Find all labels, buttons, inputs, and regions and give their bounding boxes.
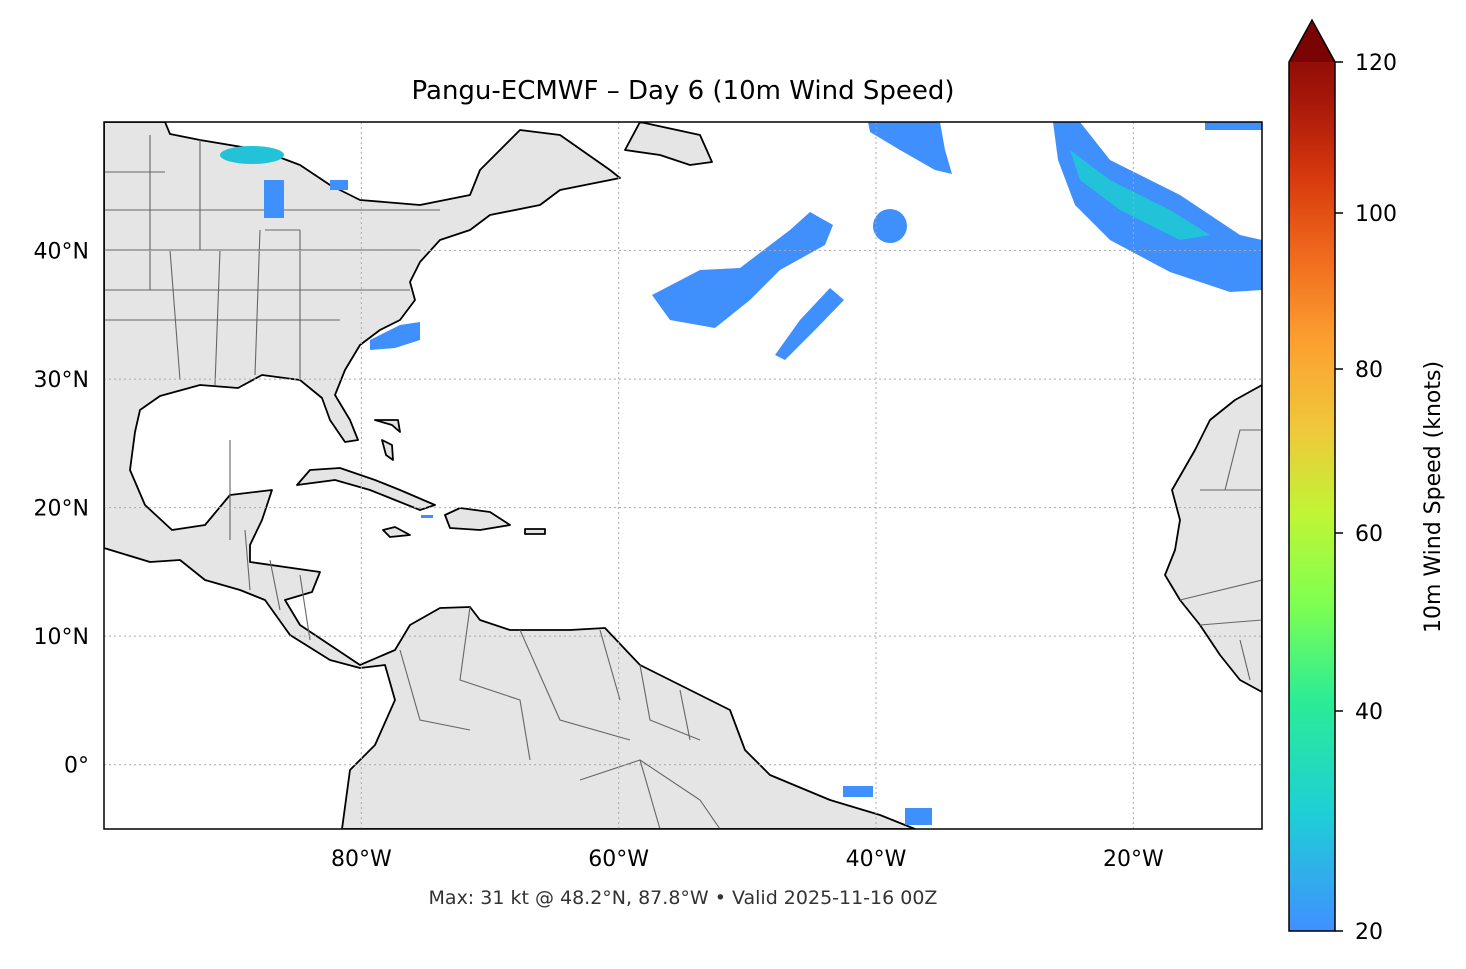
colorbar-ticks: 120 100 80 60 40 20 [1335, 51, 1397, 945]
wind-region-northeast-atlantic-core [1070, 150, 1210, 240]
colorbar-tick-label: 100 [1355, 202, 1397, 227]
colorbar-outline [1288, 18, 1336, 932]
wind-speed-field [220, 122, 1262, 825]
wind-region-brazil-coast-2 [905, 808, 932, 825]
lat-tick-label: 20°N [34, 497, 89, 522]
colorbar-label: 10m Wind Speed (knots) [1421, 361, 1446, 633]
newfoundland [624, 122, 713, 166]
wind-region-central-atlantic [652, 212, 833, 328]
wind-region-brazil-coast [843, 786, 873, 797]
lat-tick-label: 0° [64, 754, 89, 779]
wind-region-jamaica-passage [421, 515, 433, 518]
colorbar-gradient [1289, 20, 1335, 931]
wind-region-lake-michigan [264, 180, 284, 218]
longitude-labels: 80°W 60°W 40°W 20°W [331, 847, 1164, 872]
wind-region-lake-superior [220, 146, 284, 164]
wind-region-central-atlantic-2 [775, 288, 844, 360]
lon-tick-label: 20°W [1103, 847, 1164, 872]
lon-tick-label: 80°W [331, 847, 392, 872]
lon-tick-label: 60°W [588, 847, 649, 872]
latitude-labels: 40°N 30°N 20°N 10°N 0° [34, 240, 89, 779]
wind-region-mid-atlantic [873, 209, 907, 243]
gridlines [104, 122, 1262, 829]
wind-region-far-northeast [1205, 122, 1262, 130]
lat-tick-label: 10°N [34, 625, 89, 650]
jamaica [382, 526, 411, 538]
map-area [104, 122, 1262, 829]
americas-landmass [104, 122, 916, 829]
colorbar-tick-label: 60 [1355, 522, 1383, 547]
colorbar-tick-label: 120 [1355, 51, 1397, 76]
colorbar-tick-label: 80 [1355, 358, 1383, 383]
colorbar: 120 100 80 60 40 20 10m Wind Speed (knots) [1288, 18, 1446, 945]
wind-region-off-carolinas [370, 322, 420, 350]
lat-tick-label: 40°N [34, 240, 89, 265]
colorbar-tick-label: 40 [1355, 700, 1383, 725]
bahamas [374, 419, 401, 461]
lon-tick-label: 40°W [846, 847, 907, 872]
wind-region-north-atlantic [868, 122, 952, 174]
lat-tick-label: 30°N [34, 368, 89, 393]
map-frame [103, 121, 1263, 830]
colorbar-tick-label: 20 [1355, 920, 1383, 945]
map-title: Pangu-ECMWF – Day 6 (10m Wind Speed) [412, 76, 955, 106]
footer-info: Max: 31 kt @ 48.2°N, 87.8°W • Valid 2025… [429, 887, 938, 909]
colorbar-extend-max-arrow [1289, 20, 1335, 62]
wind-region-lake-huron [330, 180, 348, 190]
cuba [296, 467, 436, 511]
puerto-rico [524, 528, 546, 535]
africa [1164, 384, 1262, 693]
